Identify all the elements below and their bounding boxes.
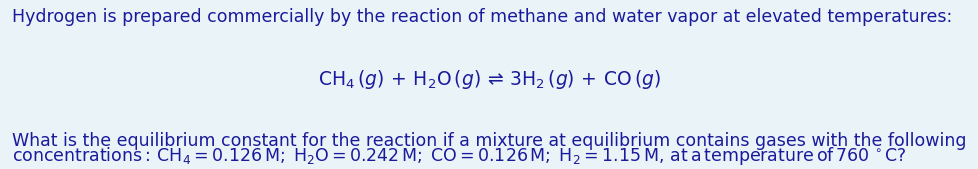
Text: What is the equilibrium constant for the reaction if a mixture at equilibrium co: What is the equilibrium constant for the…: [12, 132, 965, 150]
Text: Hydrogen is prepared commercially by the reaction of methane and water vapor at : Hydrogen is prepared commercially by the…: [12, 8, 951, 27]
Text: $\mathrm{CH_4\,(\mathit{g})\,+\,H_2O\,(\mathit{g})\,\rightleftharpoons\,3H_2\,(\: $\mathrm{CH_4\,(\mathit{g})\,+\,H_2O\,(\…: [318, 68, 660, 91]
Text: $\mathrm{concentrations:\,CH_4 = 0.126\,M;\;H_2O = 0.242\,M;\;CO = 0.126\,M;\;H_: $\mathrm{concentrations:\,CH_4 = 0.126\,…: [12, 145, 906, 167]
